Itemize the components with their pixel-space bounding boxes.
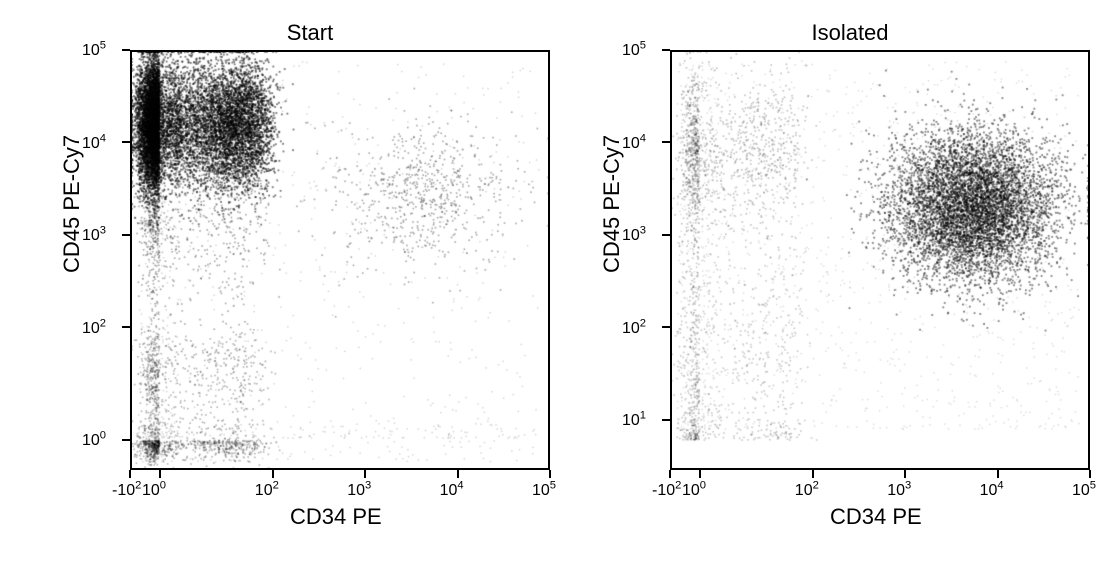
y-tick — [122, 141, 130, 143]
y-tick-label: 104 — [82, 132, 106, 152]
y-tick-label: 102 — [82, 317, 106, 337]
y-tick-label: 103 — [82, 225, 106, 245]
x-tick — [1089, 470, 1091, 478]
x-tick-label: 103 — [887, 480, 911, 500]
x-tick — [549, 470, 551, 478]
y-tick-label: 105 — [82, 40, 106, 60]
x-tick-label: -102 — [112, 480, 141, 500]
x-tick — [129, 470, 131, 478]
y-tick — [122, 49, 130, 51]
x-tick-label: 100 — [682, 480, 706, 500]
plot-area: -102100102103104105100102103104105CD45 P… — [60, 50, 560, 574]
panel-title: Start — [287, 20, 333, 46]
y-tick — [122, 439, 130, 441]
y-tick-label: 100 — [82, 430, 106, 450]
y-tick — [122, 326, 130, 328]
scatter-canvas — [672, 52, 1088, 468]
x-tick — [457, 470, 459, 478]
panel-title: Isolated — [811, 20, 888, 46]
y-tick — [662, 419, 670, 421]
x-tick — [904, 470, 906, 478]
y-tick-label: 102 — [622, 317, 646, 337]
x-axis-label: CD34 PE — [830, 504, 922, 530]
y-axis-label: CD45 PE-Cy7 — [599, 249, 625, 273]
y-tick-label: 101 — [622, 410, 646, 430]
x-tick-label: 104 — [440, 480, 464, 500]
y-tick — [662, 326, 670, 328]
x-tick-label: 105 — [1072, 480, 1096, 500]
x-tick — [364, 470, 366, 478]
scatter-canvas — [132, 52, 548, 468]
x-tick-label: 105 — [532, 480, 556, 500]
scatter-panel: Start-102100102103104105100102103104105C… — [60, 20, 560, 574]
x-axis-label: CD34 PE — [290, 504, 382, 530]
x-tick-label: 102 — [255, 480, 279, 500]
y-tick-label: 105 — [622, 40, 646, 60]
x-tick-label: 102 — [795, 480, 819, 500]
x-tick-label: 104 — [980, 480, 1004, 500]
y-tick — [662, 49, 670, 51]
plot-area: -102100102103104105101102103104105CD45 P… — [600, 50, 1100, 574]
y-axis-label: CD45 PE-Cy7 — [59, 249, 85, 273]
x-tick — [159, 470, 161, 478]
y-tick-label: 104 — [622, 132, 646, 152]
y-tick — [122, 234, 130, 236]
y-tick — [662, 234, 670, 236]
y-tick — [662, 141, 670, 143]
x-tick-label: 103 — [347, 480, 371, 500]
x-tick — [272, 470, 274, 478]
x-tick — [812, 470, 814, 478]
y-tick-label: 103 — [622, 225, 646, 245]
x-tick — [997, 470, 999, 478]
x-tick — [669, 470, 671, 478]
x-tick — [699, 470, 701, 478]
x-tick-label: 100 — [142, 480, 166, 500]
scatter-panel: Isolated -102100 102 103 104 105 101 102 103 104 1… — [600, 20, 1100, 574]
x-tick-label: -102 — [652, 480, 681, 500]
